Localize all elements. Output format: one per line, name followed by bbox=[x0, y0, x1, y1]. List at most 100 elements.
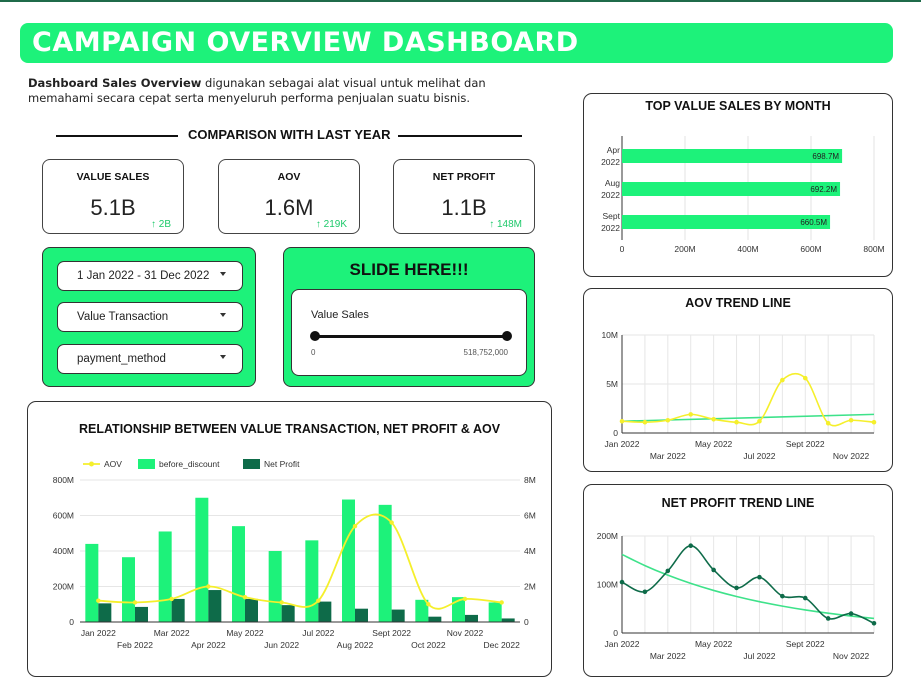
data-point bbox=[757, 418, 762, 424]
intro-paragraph: Dashboard Sales Overview digunakan sebag… bbox=[28, 76, 548, 106]
data-point bbox=[848, 611, 854, 616]
legend-aov-marker bbox=[89, 461, 94, 467]
data-point bbox=[688, 543, 694, 548]
x-tick-label: Dec 2022 bbox=[483, 640, 520, 650]
aov-point bbox=[389, 520, 394, 525]
x-tick-label: Jul 2022 bbox=[743, 451, 775, 461]
kpi-label: VALUE SALES bbox=[76, 171, 150, 183]
kpi-value: 5.1B bbox=[90, 195, 136, 220]
data-point bbox=[711, 416, 716, 422]
x-tick-label: 800M bbox=[863, 244, 884, 254]
data-point bbox=[711, 567, 716, 573]
trend-line bbox=[621, 413, 875, 423]
x-tick-label: Mar 2022 bbox=[154, 628, 190, 638]
y-tick-label: Sept bbox=[603, 211, 621, 221]
kpi-delta: ↑ 148M bbox=[489, 219, 522, 230]
metric-dropdown[interactable]: Value Transaction bbox=[57, 302, 243, 332]
bar-net-profit bbox=[501, 618, 515, 622]
y-tick-label: 600M bbox=[53, 511, 74, 521]
data-point bbox=[802, 595, 808, 601]
bar-before-discount bbox=[488, 602, 502, 622]
net-profit-trend-title: NET PROFIT TREND LINE bbox=[661, 496, 815, 510]
bar-net-profit bbox=[391, 609, 405, 622]
divider-right bbox=[398, 135, 522, 137]
kpi-delta: ↑ 219K bbox=[315, 219, 347, 230]
chevron-down-icon bbox=[220, 272, 226, 276]
x-tick-label: Jun 2022 bbox=[264, 640, 299, 650]
legend-net-profit-swatch bbox=[243, 459, 260, 469]
bar-before-discount bbox=[305, 540, 319, 622]
y-tick-label: 10M bbox=[601, 330, 618, 340]
data-point bbox=[871, 621, 877, 626]
aov-point bbox=[499, 600, 504, 605]
slider-min-value: 0 bbox=[311, 348, 316, 357]
x-tick-label: Jul 2022 bbox=[743, 651, 775, 661]
aov-point bbox=[96, 598, 101, 603]
x-tick-label: Nov 2022 bbox=[447, 628, 484, 638]
date-range-dropdown[interactable]: 1 Jan 2022 - 31 Dec 2022 bbox=[57, 261, 243, 291]
net-profit-trend-panel: NET PROFIT TREND LINE 0 100M 200M Jan 2022 M… bbox=[583, 484, 893, 677]
top-value-sales-title: TOP VALUE SALES BY MONTH bbox=[645, 99, 831, 113]
x-tick-label: Jan 2022 bbox=[605, 439, 640, 449]
page-header: CAMPAIGN OVERVIEW DASHBOARD bbox=[20, 23, 893, 63]
data-point bbox=[757, 574, 762, 580]
slider-min-handle[interactable] bbox=[310, 331, 320, 341]
aov-trend-chart: 0 5M 10M Jan 2022 May 2022 Sept 2022 Mar 2022 J… bbox=[601, 330, 877, 461]
comparison-heading: COMPARISON WITH LAST YEAR bbox=[56, 126, 522, 144]
slider-max-handle[interactable] bbox=[502, 331, 512, 341]
bar bbox=[622, 182, 841, 196]
legend-before-discount-swatch bbox=[138, 459, 155, 469]
y-tick-label: 5M bbox=[606, 379, 618, 389]
bar bbox=[622, 215, 831, 229]
slider-title: SLIDE HERE!!! bbox=[349, 260, 469, 279]
chevron-down-icon bbox=[220, 313, 226, 317]
relationship-chart: 0 0 200M 2M 400M 4M 600M 6M 800M 8M Jan 2022 Mar 20… bbox=[53, 459, 536, 650]
bar-before-discount bbox=[378, 504, 392, 622]
x-tick-label: Jul 2022 bbox=[302, 628, 334, 638]
bar-net-profit bbox=[171, 598, 185, 622]
y-tick-label: 2022 bbox=[601, 190, 620, 200]
y2-tick-label: 0 bbox=[524, 617, 529, 627]
data-point bbox=[825, 616, 831, 621]
y-tick-label: 400M bbox=[53, 546, 74, 556]
x-tick-label: May 2022 bbox=[226, 628, 264, 638]
data-point bbox=[848, 417, 854, 423]
x-tick-label: Sept 2022 bbox=[372, 628, 411, 638]
aov-point bbox=[132, 600, 138, 605]
bar-value-label: 698.7M bbox=[812, 152, 839, 161]
aov-point bbox=[206, 584, 211, 589]
intro-bold: Dashboard Sales Overview bbox=[28, 76, 202, 90]
data-point bbox=[642, 419, 648, 425]
data-point bbox=[802, 375, 808, 381]
aov-point bbox=[426, 602, 431, 607]
bar-net-profit bbox=[98, 603, 112, 622]
y2-tick-label: 8M bbox=[524, 475, 536, 485]
aov-trend-title: AOV TREND LINE bbox=[685, 296, 791, 310]
legend-net-profit-label: Net Profit bbox=[264, 459, 300, 469]
bar-net-profit bbox=[208, 590, 222, 622]
y-tick-label: 2022 bbox=[601, 157, 620, 167]
relationship-chart-title: RELATIONSHIP BETWEEN VALUE TRANSACTION, … bbox=[78, 422, 501, 436]
y-tick-label: 100M bbox=[597, 580, 618, 590]
data-point bbox=[642, 589, 648, 595]
data-point bbox=[619, 418, 625, 424]
x-tick-label: Mar 2022 bbox=[650, 451, 686, 461]
data-point bbox=[688, 412, 694, 417]
dimension-dropdown[interactable]: payment_method bbox=[57, 344, 243, 374]
slider-max-value: 518,752,000 bbox=[463, 348, 509, 357]
x-tick-label: Mar 2022 bbox=[650, 651, 686, 661]
data-point bbox=[871, 419, 877, 425]
aov-point bbox=[462, 596, 468, 602]
trend-line bbox=[621, 553, 875, 620]
y-tick-label: 0 bbox=[613, 628, 618, 638]
intro-text: digunakan sebagai alat visual untuk meli… bbox=[28, 76, 486, 105]
top-border bbox=[0, 0, 921, 2]
bar-net-profit bbox=[355, 608, 368, 622]
slider-track[interactable] bbox=[314, 335, 506, 338]
legend-before-discount-label: before_discount bbox=[159, 459, 220, 469]
bar-before-discount bbox=[122, 557, 135, 622]
y2-tick-label: 2M bbox=[524, 582, 536, 592]
y-tick-label: 0 bbox=[69, 617, 74, 627]
metric-value: Value Transaction bbox=[77, 311, 169, 323]
bar-before-discount bbox=[232, 526, 245, 622]
